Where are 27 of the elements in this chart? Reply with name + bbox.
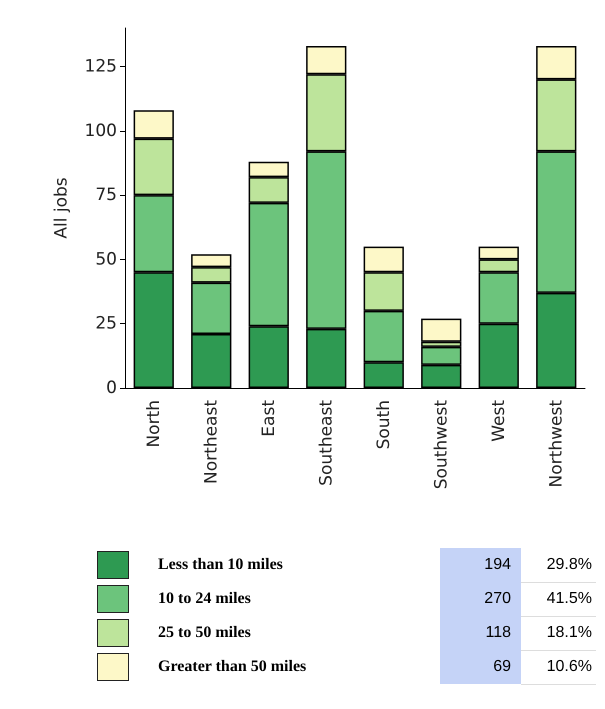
legend-label: Less than 10 miles bbox=[157, 555, 284, 575]
legend-label: Greater than 50 miles bbox=[157, 657, 308, 677]
y-tick-label: 125 bbox=[84, 56, 117, 77]
x-tick-label: Northeast bbox=[201, 400, 222, 484]
x-tick-label: East bbox=[258, 400, 279, 437]
text: 69 bbox=[440, 650, 521, 684]
y-tick-label: 50 bbox=[95, 249, 117, 270]
legend-label: 10 to 24 miles bbox=[157, 589, 252, 609]
text: 10.6% bbox=[521, 650, 596, 684]
y-tick-label: 100 bbox=[84, 120, 117, 141]
y-tick-label: 75 bbox=[95, 185, 117, 206]
y-tick-label: 0 bbox=[106, 378, 117, 398]
text: 118 bbox=[440, 616, 521, 650]
x-tick-label: North bbox=[144, 400, 164, 448]
x-tick-label: West bbox=[488, 400, 509, 442]
text: 29.8% bbox=[521, 548, 596, 582]
x-tick-label: Northwest bbox=[546, 400, 566, 488]
x-tick-label: Southeast bbox=[316, 400, 336, 486]
y-axis-title: All jobs bbox=[52, 177, 72, 239]
text: 270 bbox=[440, 582, 521, 616]
x-tick-label: Southwest bbox=[431, 400, 452, 490]
text: 18.1% bbox=[521, 616, 596, 650]
text: 194 bbox=[440, 548, 521, 582]
text: 41.5% bbox=[521, 582, 596, 616]
x-tick-label: South bbox=[374, 400, 394, 450]
legend-label: 25 to 50 miles bbox=[157, 623, 252, 643]
y-tick-label: 25 bbox=[95, 314, 117, 334]
